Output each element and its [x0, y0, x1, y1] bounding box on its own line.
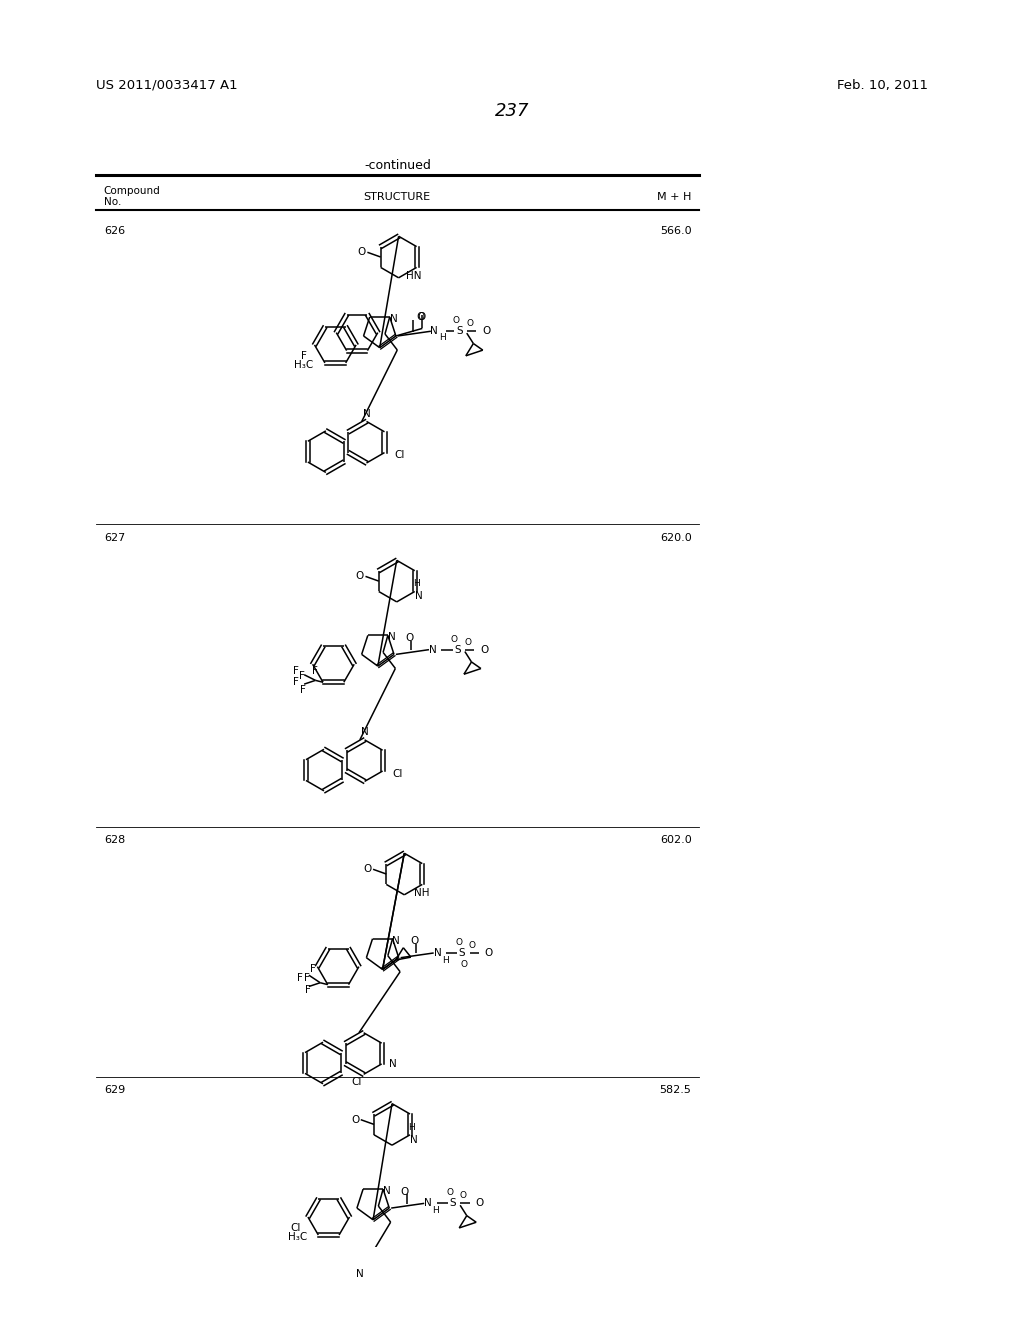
Text: F: F [299, 671, 305, 681]
Text: 582.5: 582.5 [659, 1085, 691, 1096]
Text: O: O [456, 939, 463, 946]
Text: N: N [389, 1059, 397, 1069]
Text: 566.0: 566.0 [659, 226, 691, 235]
Text: H: H [439, 334, 445, 342]
Text: O: O [466, 319, 473, 329]
Text: O: O [357, 247, 366, 257]
Text: O: O [475, 1199, 483, 1208]
Text: N: N [410, 1135, 418, 1144]
Text: 602.0: 602.0 [659, 836, 691, 845]
Text: S: S [456, 326, 463, 337]
Text: F: F [304, 973, 310, 983]
Text: N: N [430, 326, 437, 337]
Text: O: O [451, 635, 458, 644]
Text: N: N [383, 1185, 391, 1196]
Text: 626: 626 [103, 226, 125, 235]
Text: Feb. 10, 2011: Feb. 10, 2011 [837, 78, 928, 91]
Text: N: N [388, 632, 395, 643]
Text: O: O [484, 948, 493, 958]
Text: F: F [312, 665, 318, 676]
Text: N: N [356, 1269, 364, 1279]
Text: O: O [453, 317, 460, 325]
Text: O: O [460, 1192, 467, 1200]
Text: N: N [362, 409, 371, 418]
Text: -continued: -continued [365, 158, 431, 172]
Text: 628: 628 [103, 836, 125, 845]
Text: F: F [297, 973, 303, 983]
Text: O: O [461, 960, 467, 969]
Text: 629: 629 [103, 1085, 125, 1096]
Text: F: F [305, 985, 310, 995]
Text: H: H [409, 1123, 416, 1131]
Text: S: S [459, 948, 465, 958]
Text: Compound: Compound [103, 186, 161, 195]
Text: N: N [424, 1199, 432, 1208]
Text: N: N [360, 727, 369, 738]
Text: 620.0: 620.0 [659, 533, 691, 543]
Text: O: O [400, 1187, 409, 1196]
Text: N: N [433, 948, 441, 958]
Text: STRUCTURE: STRUCTURE [364, 191, 430, 202]
Text: O: O [406, 632, 414, 643]
Text: O: O [411, 936, 419, 946]
Text: O: O [464, 638, 471, 647]
Text: O: O [351, 1114, 359, 1125]
Text: N: N [429, 644, 436, 655]
Text: Cl: Cl [290, 1224, 300, 1233]
Text: O: O [417, 312, 426, 322]
Text: F: F [301, 351, 307, 362]
Text: 627: 627 [103, 533, 125, 543]
Text: S: S [454, 644, 461, 655]
Text: F: F [309, 965, 315, 974]
Text: N: N [392, 936, 400, 945]
Text: NH: NH [414, 888, 429, 898]
Text: F: F [300, 685, 306, 694]
Text: Cl: Cl [394, 450, 404, 461]
Text: M + H: M + H [657, 191, 691, 202]
Text: O: O [446, 1188, 454, 1197]
Text: US 2011/0033417 A1: US 2011/0033417 A1 [96, 78, 238, 91]
Text: O: O [482, 326, 490, 337]
Text: O: O [355, 572, 364, 581]
Text: F: F [293, 677, 298, 688]
Text: No.: No. [103, 197, 121, 207]
Text: H: H [414, 579, 420, 589]
Text: S: S [450, 1199, 456, 1208]
Text: HN: HN [407, 271, 422, 281]
Text: O: O [417, 312, 425, 322]
Text: Cl: Cl [392, 768, 402, 779]
Text: H: H [432, 1206, 439, 1216]
Text: O: O [480, 644, 488, 655]
Text: F: F [293, 665, 298, 676]
Text: 237: 237 [495, 103, 529, 120]
Text: N: N [389, 314, 397, 323]
Text: O: O [469, 941, 476, 950]
Text: H: H [441, 956, 449, 965]
Text: H₃C: H₃C [288, 1232, 307, 1242]
Text: H₃C: H₃C [294, 360, 313, 370]
Text: Cl: Cl [351, 1077, 361, 1086]
Text: N: N [415, 591, 423, 602]
Text: O: O [364, 865, 372, 874]
